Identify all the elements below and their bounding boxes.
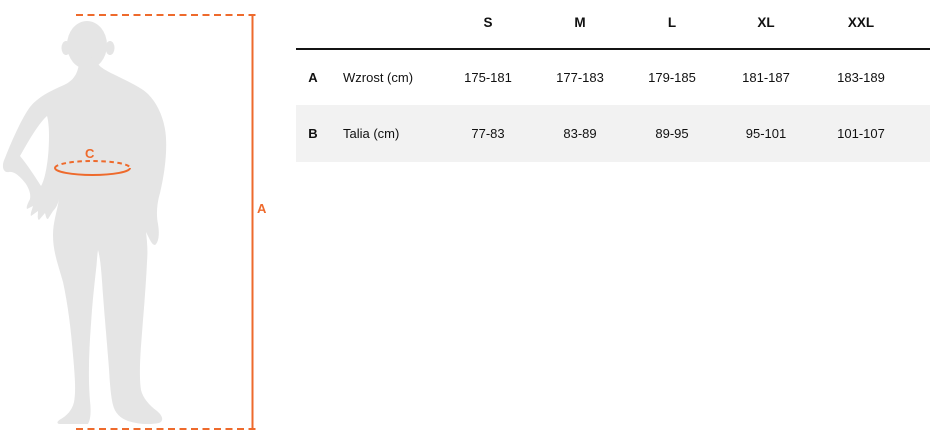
row-letter: B (308, 126, 318, 141)
silhouette-body (2, 56, 167, 425)
male-silhouette (2, 21, 167, 425)
dimension-labels: A C (85, 146, 267, 216)
size-table: S M L XL XXL A Wzrost (cm) 175-181 177-1… (296, 0, 930, 162)
waist-ellipse-front (54, 167, 131, 176)
size-value-l: 179-185 (648, 70, 696, 85)
waist-label-c: C (85, 146, 95, 161)
table-row-height: A Wzrost (cm) 175-181 177-183 179-185 18… (296, 50, 930, 105)
column-header-l: L (667, 14, 677, 30)
dimension-lines (54, 14, 259, 430)
size-value-xxl: 101-107 (837, 126, 885, 141)
size-value-xxl: 183-189 (837, 70, 885, 85)
header-spacer-letter (296, 0, 330, 48)
size-table-header-row: S M L XL XXL (296, 0, 930, 50)
silhouette-ear-left (61, 41, 71, 55)
size-value-xl: 95-101 (745, 126, 787, 141)
size-value-s: 77-83 (471, 126, 505, 141)
column-header-m: M (574, 14, 586, 30)
height-label-a: A (257, 201, 267, 216)
column-header-s: S (483, 14, 493, 30)
measurement-figure-svg: A C (2, 14, 267, 430)
silhouette-head (67, 21, 107, 69)
measurement-figure: A C (0, 0, 290, 438)
silhouette-ear-right (105, 41, 115, 55)
size-value-l: 89-95 (655, 126, 689, 141)
column-header-xl: XL (757, 14, 775, 30)
waist-ellipse-back (54, 160, 131, 169)
row-label: Talia (cm) (343, 126, 400, 141)
size-value-xl: 181-187 (742, 70, 790, 85)
header-spacer-label (330, 0, 442, 48)
row-label: Wzrost (cm) (343, 70, 414, 85)
size-value-m: 177-183 (556, 70, 604, 85)
row-letter: A (308, 70, 318, 85)
size-value-s: 175-181 (464, 70, 512, 85)
column-header-xxl: XXL (847, 14, 875, 30)
table-row-waist: B Talia (cm) 77-83 83-89 89-95 95-101 10… (296, 105, 930, 162)
size-value-m: 83-89 (563, 126, 597, 141)
